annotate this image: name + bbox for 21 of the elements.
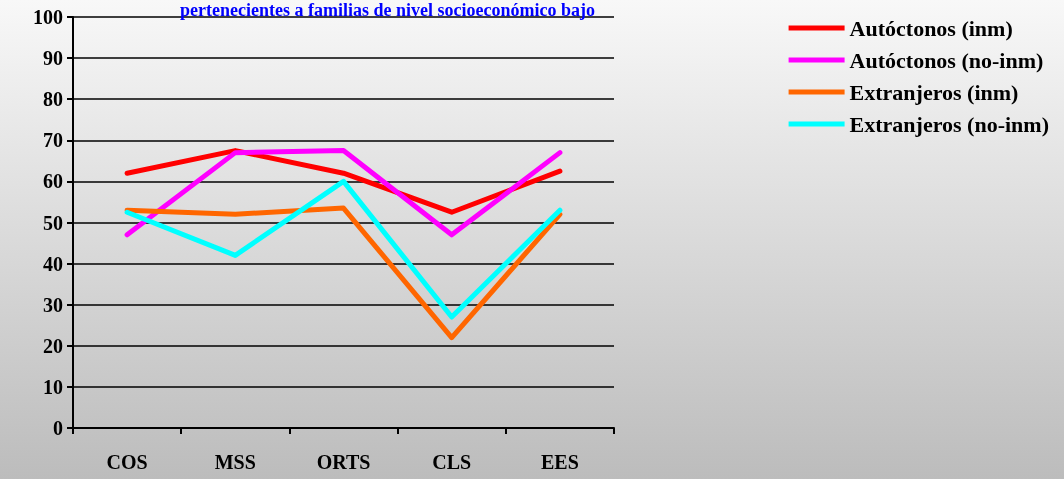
legend-label: Autóctonos (no-inm) — [849, 47, 1044, 73]
y-tick-label: 90 — [43, 47, 63, 70]
legend-label: Extranjeros (inm) — [849, 79, 1019, 105]
y-tick-label: 10 — [43, 375, 63, 398]
y-tick-label: 80 — [43, 88, 63, 111]
legend-label: Autóctonos (inm) — [849, 15, 1013, 41]
y-tick-label: 60 — [43, 170, 63, 193]
x-tick-label: CLS — [432, 451, 472, 473]
x-tick-label: COS — [106, 451, 148, 473]
y-tick-label: 30 — [43, 293, 63, 316]
y-tick-label: 50 — [43, 211, 63, 234]
x-tick-label: EES — [540, 451, 579, 473]
x-tick-label: ORTS — [316, 451, 371, 473]
chart-title: pertenecientes a familias de nivel socioeconómico bajo — [180, 0, 595, 20]
y-tick-label: 40 — [43, 252, 63, 275]
x-tick-label: MSS — [214, 451, 256, 473]
y-tick-label: 20 — [43, 334, 63, 357]
y-tick-label: 0 — [53, 417, 63, 439]
legend-label: Extranjeros (no-inm) — [849, 111, 1050, 137]
y-tick-label: 100 — [33, 6, 63, 28]
y-tick-label: 70 — [43, 129, 63, 152]
